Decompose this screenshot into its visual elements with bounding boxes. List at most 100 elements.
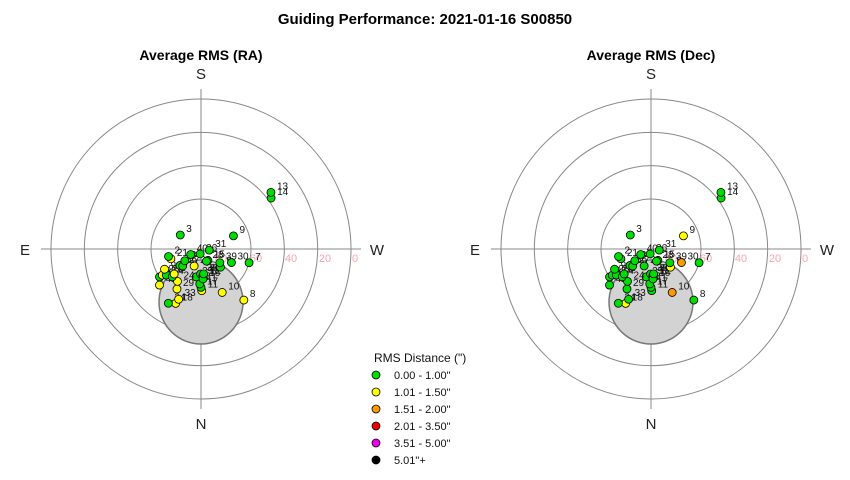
data-point <box>639 261 649 271</box>
legend-label: 1.51 - 2.00" <box>394 404 451 416</box>
data-point-label: 39 <box>676 252 688 263</box>
data-point <box>244 258 254 268</box>
data-point-label: 9 <box>689 225 695 236</box>
data-point-label: 14 <box>277 187 289 198</box>
data-point-label: 27 <box>189 255 201 266</box>
data-point-label: 32 <box>210 263 222 274</box>
chart-subtitle: Average RMS (Dec) <box>587 47 716 63</box>
data-point-label: 31 <box>215 239 227 250</box>
data-point <box>677 258 686 267</box>
data-point-label: 40 <box>197 243 209 254</box>
data-point-label: 35 <box>202 266 214 277</box>
legend-label: 1.01 - 1.50" <box>394 387 451 399</box>
data-point <box>636 250 646 259</box>
data-point <box>199 269 209 279</box>
data-point-label: 2 <box>625 245 631 256</box>
data-point-label: 39 <box>226 252 238 263</box>
direction-label-left: E <box>470 242 480 259</box>
legend: RMS Distance (") 0.00 - 1.00" 1.01 - 1.50"… <box>371 351 466 467</box>
direction-label-bottom: N <box>646 416 657 433</box>
data-point-label: 15 <box>214 249 226 260</box>
data-point-label: 16 <box>209 268 221 279</box>
data-point-label: 19 <box>659 265 671 276</box>
data-point <box>649 269 659 279</box>
data-point-label: 30 <box>237 252 249 263</box>
data-point <box>155 280 164 290</box>
data-point-label: 18 <box>182 292 194 303</box>
data-point <box>175 230 185 240</box>
data-point <box>195 249 205 259</box>
data-point-label: 9 <box>239 225 245 236</box>
data-point-label: 24 <box>633 270 645 281</box>
data-point-label: 41 <box>656 273 668 284</box>
legend-marker <box>371 404 381 414</box>
data-point <box>239 295 249 305</box>
data-point <box>160 264 169 274</box>
data-point <box>679 231 688 241</box>
legend-marker <box>371 455 381 465</box>
data-point-label: 29 <box>183 278 195 289</box>
data-point-label: 7 <box>255 252 261 263</box>
altitude-tick-label: 20 <box>769 253 781 265</box>
legend-title: RMS Distance (") <box>374 351 466 365</box>
data-point-label: 14 <box>727 187 739 198</box>
data-point-label: 15 <box>664 249 676 260</box>
data-point-label: 33 <box>185 288 197 299</box>
data-point-label: 21 <box>177 248 189 259</box>
figure-title: Guiding Performance: 2021-01-16 S00850 <box>278 11 572 28</box>
data-point-label: 8 <box>700 289 706 300</box>
direction-label-bottom: N <box>196 416 207 433</box>
direction-label-left: E <box>20 242 30 259</box>
data-point-label: 10 <box>678 281 690 292</box>
data-point-label: 35 <box>652 266 664 277</box>
data-point <box>694 258 704 268</box>
legend-label: 5.01"+ <box>394 455 426 467</box>
data-point <box>610 264 619 274</box>
data-point-label: 11 <box>208 280 219 291</box>
data-point <box>217 288 227 297</box>
data-point-label: 40 <box>647 243 659 254</box>
data-point <box>654 245 664 255</box>
data-point <box>186 250 196 259</box>
data-point <box>625 230 635 240</box>
data-point <box>229 231 238 241</box>
data-point <box>665 258 675 268</box>
altitude-tick-label: 0 <box>802 253 808 265</box>
data-point <box>619 269 629 279</box>
legend-marker <box>371 387 381 397</box>
polar-chart-ra: Average RMS (RA)806040200SNEW11171834334… <box>20 47 385 433</box>
data-point <box>622 284 632 294</box>
data-point <box>163 298 173 308</box>
legend-label: 2.01 - 3.50" <box>394 421 451 433</box>
data-point-label: 2 <box>175 245 181 256</box>
data-point-label: 8 <box>250 289 256 300</box>
data-point-label: 21 <box>627 248 639 259</box>
chart-subtitle: Average RMS (RA) <box>139 47 262 63</box>
direction-label-top: S <box>196 66 206 83</box>
direction-label-right: W <box>370 242 385 259</box>
data-point-label: 19 <box>209 265 221 276</box>
data-point <box>624 294 634 304</box>
data-point-label: 32 <box>660 263 672 274</box>
data-point <box>202 256 211 266</box>
data-point <box>174 294 184 304</box>
data-point-label: 11 <box>658 280 669 291</box>
data-point <box>180 256 190 266</box>
data-point-label: 22 <box>622 264 634 275</box>
data-point <box>189 261 199 271</box>
legend-marker <box>371 370 381 380</box>
data-point-label: 13 <box>277 181 289 192</box>
data-point <box>172 284 182 294</box>
altitude-tick-label: 40 <box>735 253 747 265</box>
data-point-label: 24 <box>183 270 195 281</box>
data-point-label: 38 <box>657 263 669 274</box>
data-point-label: 3 <box>186 224 192 235</box>
data-point-label: 17 <box>657 276 669 287</box>
data-point-label: 29 <box>633 278 645 289</box>
polar-chart-dec: Average RMS (Dec)806040200SNEW1117183433… <box>470 47 835 433</box>
data-point-label: 36 <box>636 254 648 265</box>
legend-marker <box>371 421 381 431</box>
data-point-label: 6 <box>621 258 627 269</box>
data-point-label: 31 <box>665 239 677 250</box>
data-point <box>716 187 726 197</box>
